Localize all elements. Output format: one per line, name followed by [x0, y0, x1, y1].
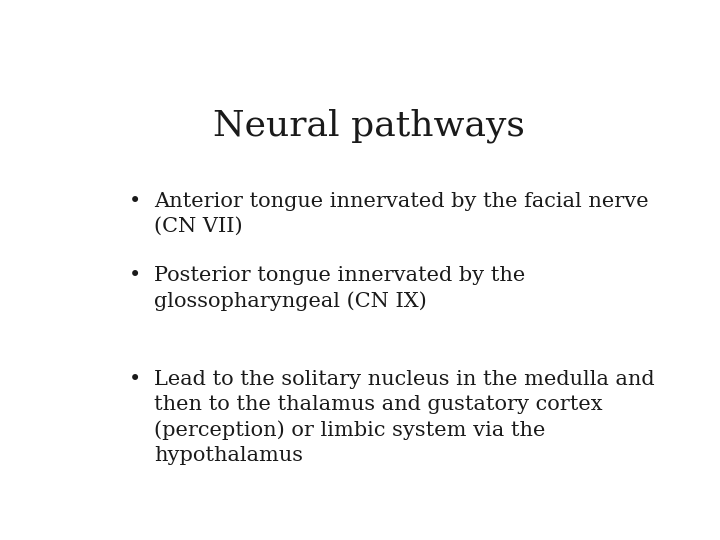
Text: Lead to the solitary nucleus in the medulla and
then to the thalamus and gustato: Lead to the solitary nucleus in the medu… — [154, 370, 654, 465]
Text: •: • — [129, 266, 141, 286]
Text: •: • — [129, 192, 141, 211]
Text: Posterior tongue innervated by the
glossopharyngeal (CN IX): Posterior tongue innervated by the gloss… — [154, 266, 526, 312]
Text: •: • — [129, 370, 141, 389]
Text: Neural pathways: Neural pathways — [213, 109, 525, 143]
Text: Anterior tongue innervated by the facial nerve
(CN VII): Anterior tongue innervated by the facial… — [154, 192, 649, 235]
